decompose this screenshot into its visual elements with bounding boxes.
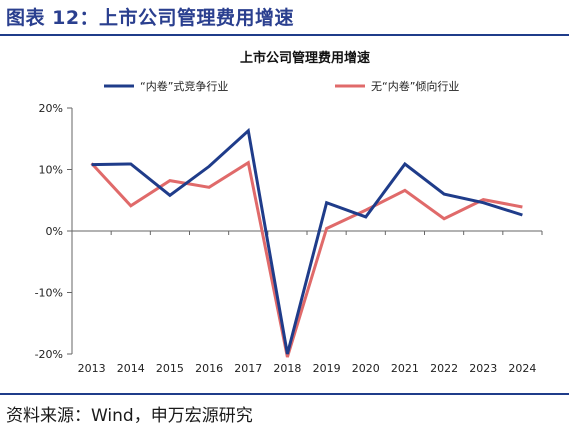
data-point-1-2019 [325, 202, 327, 204]
y-tick-label: 10% [39, 164, 63, 177]
data-point-2-2019 [325, 227, 327, 229]
series-line-2 [90, 160, 523, 358]
data-point-1-2018 [286, 353, 288, 355]
data-point-1-2023 [482, 202, 484, 204]
data-point-1-2024 [521, 214, 523, 216]
y-tick-label: -20% [35, 348, 63, 361]
x-tick-label: 2018 [273, 362, 301, 375]
data-point-2-2015 [169, 179, 171, 181]
x-tick-label: 2022 [430, 362, 458, 375]
data-point-1-2014 [130, 163, 132, 165]
x-tick-label: 2023 [469, 362, 497, 375]
data-point-2-2021 [404, 189, 406, 191]
series-line-1 [91, 127, 523, 355]
source-note: 资料来源：Wind，申万宏源研究 [6, 406, 253, 426]
data-point-2-2022 [443, 218, 445, 220]
y-tick-label: 20% [39, 102, 63, 115]
data-point-1-2022 [443, 193, 445, 195]
figure-title: 图表 12：上市公司管理费用增速 [6, 7, 295, 29]
data-point-1-2020 [365, 216, 367, 218]
x-tick-label: 2020 [352, 362, 380, 375]
legend-label-2: 无“内卷”倾向行业 [371, 79, 459, 93]
legend-label-1: “内卷”式竞争行业 [140, 79, 228, 93]
data-point-1-2015 [169, 194, 171, 196]
data-point-2-2024 [521, 206, 523, 208]
data-point-1-2021 [404, 163, 406, 165]
data-point-2-2017 [247, 162, 249, 164]
source-divider [0, 393, 569, 395]
data-point-1-2017 [247, 130, 249, 132]
data-point-2-2020 [365, 209, 367, 211]
x-tick-label: 2014 [117, 362, 145, 375]
x-tick-label: 2016 [195, 362, 223, 375]
y-tick-label: 0% [46, 225, 63, 238]
data-point-1-2016 [208, 165, 210, 167]
x-tick-label: 2019 [313, 362, 341, 375]
data-point-2-2023 [482, 198, 484, 200]
chart-title: 上市公司管理费用增速 [240, 50, 370, 66]
title-divider [0, 34, 569, 36]
x-tick-label: 2013 [78, 362, 106, 375]
data-point-2-2013 [90, 162, 92, 164]
x-tick-label: 2021 [391, 362, 419, 375]
data-point-2-2016 [208, 186, 210, 188]
x-tick-label: 2015 [156, 362, 184, 375]
y-tick-label: -10% [35, 287, 63, 300]
x-tick-label: 2017 [234, 362, 262, 375]
line-chart: 上市公司管理费用增速 “内卷”式竞争行业 无“内卷”倾向行业 -20% -10% 0% 10… [35, 50, 543, 375]
x-tick-label: 2024 [508, 362, 536, 375]
data-point-2-2018 [286, 356, 288, 358]
data-point-2-2014 [130, 205, 132, 207]
